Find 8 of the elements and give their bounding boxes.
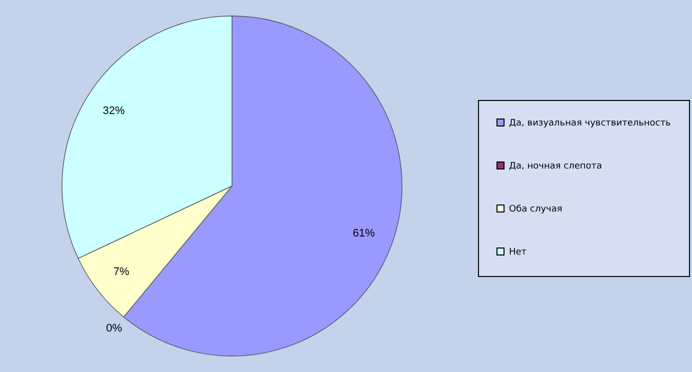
data-label: 32% [102, 104, 126, 117]
text: 0% [106, 322, 122, 335]
legend-label: Да, визуальная чувствительность [509, 118, 671, 128]
legend-label: Нет [509, 248, 527, 258]
data-label: 61% [352, 227, 375, 240]
legend-label: Оба случая [509, 204, 562, 214]
data-label: 7% [113, 266, 130, 278]
legend-label: Да, ночная слепота [509, 162, 602, 172]
